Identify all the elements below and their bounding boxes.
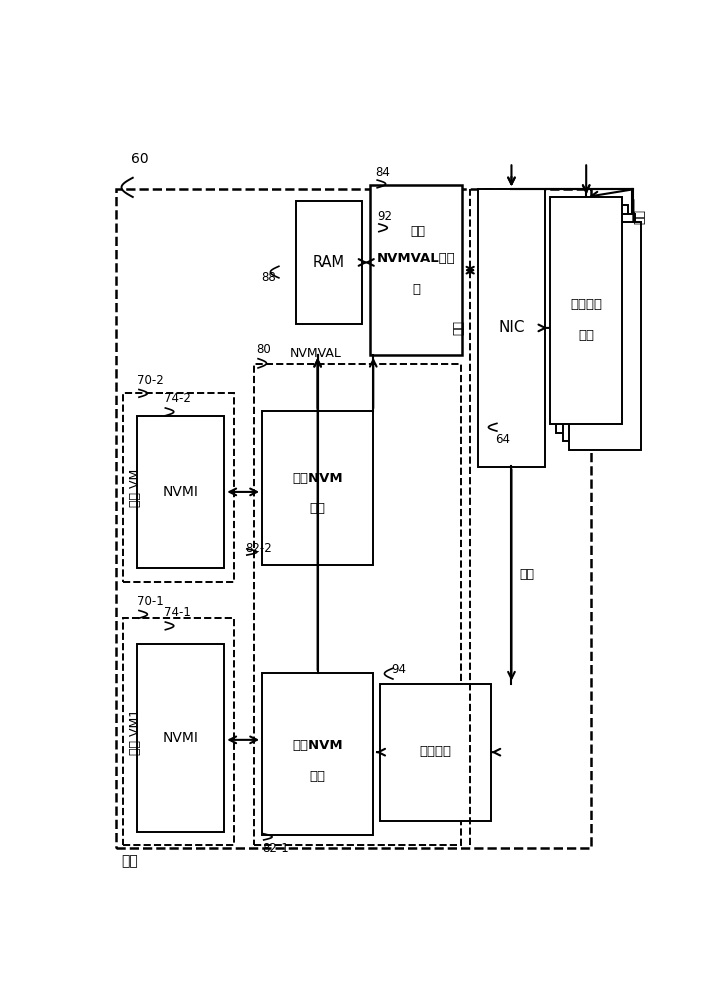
Text: 设备: 设备 <box>310 502 326 515</box>
Bar <box>137 644 224 832</box>
Text: 70-2: 70-2 <box>137 374 164 387</box>
Text: 70-1: 70-1 <box>137 595 164 608</box>
Text: 控制: 控制 <box>634 209 647 224</box>
Text: 82-2: 82-2 <box>245 542 272 555</box>
Bar <box>123 393 234 582</box>
Bar <box>262 673 373 835</box>
Bar <box>550 197 622 424</box>
Text: 数据: 数据 <box>519 568 534 581</box>
Text: 60: 60 <box>131 152 149 166</box>
Text: 74-1: 74-1 <box>164 606 191 619</box>
Text: 82-1: 82-1 <box>262 842 289 855</box>
Bar <box>563 214 634 441</box>
Bar <box>296 201 362 324</box>
Text: 客机 VM1: 客机 VM1 <box>129 709 142 755</box>
Text: NVMVAL驱动: NVMVAL驱动 <box>376 252 455 265</box>
Text: 88: 88 <box>261 271 276 284</box>
Bar <box>137 416 224 568</box>
Text: 虚拟NVM: 虚拟NVM <box>292 739 343 752</box>
Text: 主机: 主机 <box>122 854 138 868</box>
Text: 数据: 数据 <box>452 320 465 335</box>
Bar <box>254 364 461 845</box>
Text: 64: 64 <box>495 433 510 446</box>
Text: RAM: RAM <box>313 255 345 270</box>
Text: 客机 VM: 客机 VM <box>129 469 142 507</box>
Bar <box>478 189 544 466</box>
Text: 远程存储: 远程存储 <box>570 298 602 311</box>
Text: NVMVAL: NVMVAL <box>290 347 342 360</box>
Text: 控制: 控制 <box>410 225 425 238</box>
Bar <box>370 185 462 355</box>
Text: 器: 器 <box>412 283 420 296</box>
Text: 92: 92 <box>377 210 392 223</box>
Bar <box>123 618 234 845</box>
Bar <box>116 189 591 848</box>
Text: 74-2: 74-2 <box>164 392 191 405</box>
Text: 94: 94 <box>392 663 406 676</box>
Bar <box>569 222 641 450</box>
Text: 80: 80 <box>257 343 271 356</box>
Text: 虚拟NVM: 虚拟NVM <box>292 472 343 485</box>
Text: 84: 84 <box>376 166 390 179</box>
Text: NIC: NIC <box>498 320 525 335</box>
Text: NVMI: NVMI <box>162 485 199 499</box>
Text: 系统: 系统 <box>579 329 594 342</box>
Bar <box>262 411 373 565</box>
Bar <box>380 684 492 821</box>
Text: NVMI: NVMI <box>162 731 199 745</box>
Text: 设备: 设备 <box>310 770 326 783</box>
Bar <box>556 205 629 433</box>
Text: 高速缓存: 高速缓存 <box>420 745 452 758</box>
